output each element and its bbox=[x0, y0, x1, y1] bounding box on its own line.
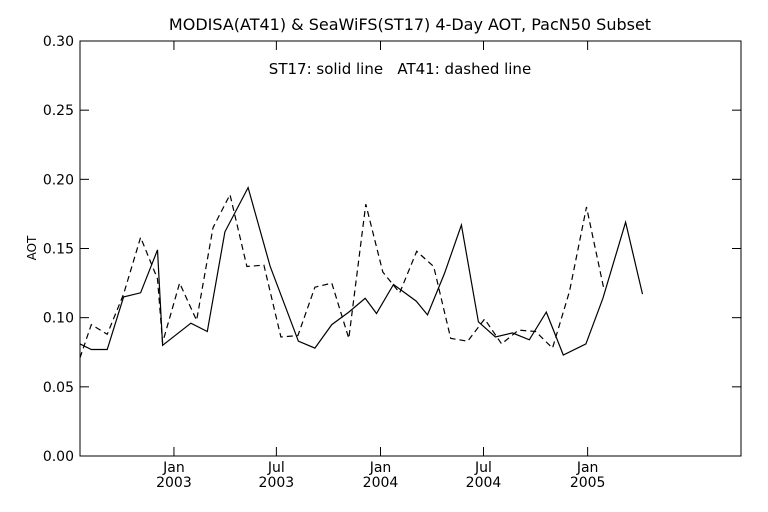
x-tick-month: Jan bbox=[369, 460, 392, 476]
y-axis-ticks: 0.00 0.05 0.10 0.15 0.20 0.25 0.30 bbox=[43, 34, 741, 465]
y-tick-label: 0.30 bbox=[43, 34, 74, 50]
x-tick-year: 2003 bbox=[259, 475, 295, 491]
x-tick-month: Jan bbox=[162, 460, 185, 476]
x-tick-month: Jul bbox=[267, 460, 285, 476]
y-tick-label: 0.25 bbox=[43, 103, 74, 119]
series-line-at41 bbox=[79, 192, 605, 358]
y-axis-label: AOT bbox=[25, 235, 39, 260]
x-tick-year: 2004 bbox=[363, 475, 399, 491]
y-tick-label: 0.05 bbox=[43, 380, 74, 396]
plot-frame bbox=[79, 40, 742, 457]
legend-annotation: ST17: solid line AT41: dashed line bbox=[269, 60, 531, 78]
x-tick-year: 2003 bbox=[156, 475, 192, 491]
chart-title: MODISA(AT41) & SeaWiFS(ST17) 4-Day AOT, … bbox=[169, 15, 651, 34]
y-tick-label: 0.15 bbox=[43, 242, 74, 258]
y-tick-label: 0.10 bbox=[43, 311, 74, 327]
series-line-st17 bbox=[79, 185, 644, 356]
x-tick-year: 2005 bbox=[570, 475, 606, 491]
x-tick-month: Jan bbox=[576, 460, 599, 476]
y-tick-label: 0.20 bbox=[43, 172, 74, 188]
y-tick-label: 0.00 bbox=[43, 449, 74, 465]
x-tick-year: 2004 bbox=[466, 475, 502, 491]
x-tick-month: Jul bbox=[474, 460, 492, 476]
series-layer bbox=[79, 185, 644, 358]
